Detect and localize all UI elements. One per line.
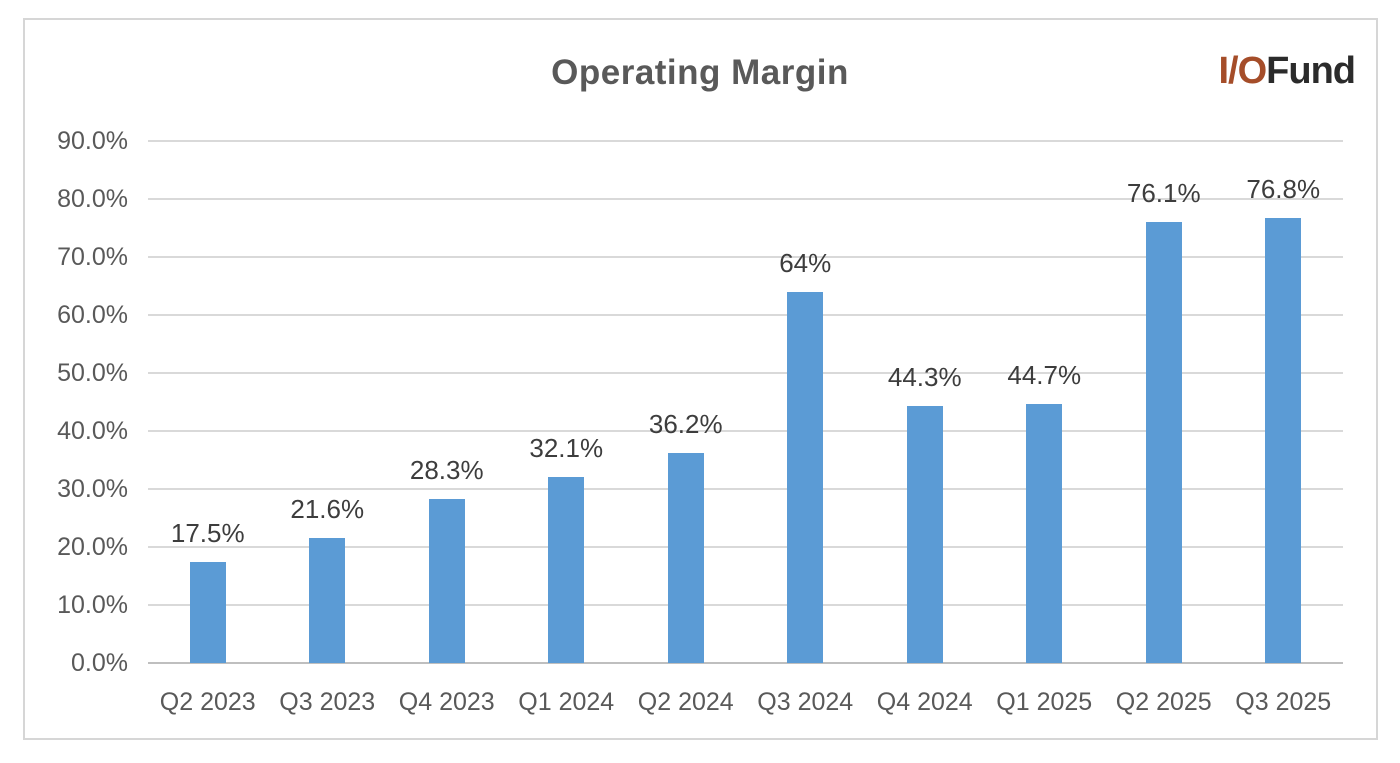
y-axis-tick-label: 10.0%: [57, 591, 128, 619]
bar-data-label: 76.1%: [1126, 177, 1201, 208]
y-axis-tick-label: 30.0%: [57, 475, 128, 503]
x-axis-tick-label: Q3 2023: [279, 688, 376, 716]
bar-data-label: 32.1%: [529, 432, 604, 463]
x-axis-tick-label: Q4 2024: [876, 688, 973, 716]
bar: [189, 561, 226, 663]
x-axis-tick-label: Q1 2025: [996, 688, 1093, 716]
bar-data-label: 17.5%: [170, 517, 245, 548]
x-axis-tick-label: Q2 2023: [159, 688, 256, 716]
bar: [1026, 403, 1063, 663]
bar: [1265, 217, 1302, 663]
io-fund-logo: I/OFund: [1218, 50, 1356, 93]
gridline: [148, 140, 1343, 142]
y-axis-tick-label: 50.0%: [57, 359, 128, 387]
gridline: [148, 314, 1343, 316]
gridline: [148, 546, 1343, 548]
x-axis-tick-label: Q3 2025: [1235, 688, 1332, 716]
bar-data-label: 36.2%: [648, 409, 723, 440]
bar-data-label: 64%: [779, 247, 832, 278]
bar-data-label: 28.3%: [409, 454, 484, 485]
y-axis-tick-label: 80.0%: [57, 185, 128, 213]
bar: [428, 498, 465, 663]
bar: [667, 453, 704, 663]
y-axis-tick-label: 20.0%: [57, 533, 128, 561]
bar: [309, 537, 346, 663]
bar: [906, 406, 943, 663]
logo-fund-text: Fund: [1266, 50, 1356, 92]
bar: [1145, 221, 1182, 663]
x-axis-tick-label: Q2 2024: [637, 688, 734, 716]
y-axis-tick-label: 40.0%: [57, 417, 128, 445]
gridline: [148, 198, 1343, 200]
bar: [548, 476, 585, 663]
gridline: [148, 604, 1343, 606]
x-axis-tick-label: Q1 2024: [518, 688, 615, 716]
bar-data-label: 21.6%: [290, 493, 365, 524]
y-axis-tick-label: 70.0%: [57, 243, 128, 271]
chart-title: Operating Margin: [551, 53, 849, 92]
x-axis-tick-label: Q2 2025: [1115, 688, 1212, 716]
logo-io-text: I/O: [1218, 50, 1267, 92]
gridline: [148, 488, 1343, 490]
gridline: [148, 256, 1343, 258]
gridline: [148, 430, 1343, 432]
gridline: [148, 372, 1343, 374]
x-axis-tick-label: Q4 2023: [398, 688, 495, 716]
y-axis-tick-label: 0.0%: [71, 649, 128, 677]
bar-data-label: 76.8%: [1246, 173, 1321, 204]
bar-data-label: 44.7%: [1007, 359, 1082, 390]
x-axis-line: [148, 662, 1343, 664]
x-axis-tick-label: Q3 2024: [757, 688, 854, 716]
y-axis-tick-label: 90.0%: [57, 127, 128, 155]
bar: [787, 291, 824, 663]
bar-data-label: 44.3%: [887, 362, 962, 393]
y-axis-tick-label: 60.0%: [57, 301, 128, 329]
